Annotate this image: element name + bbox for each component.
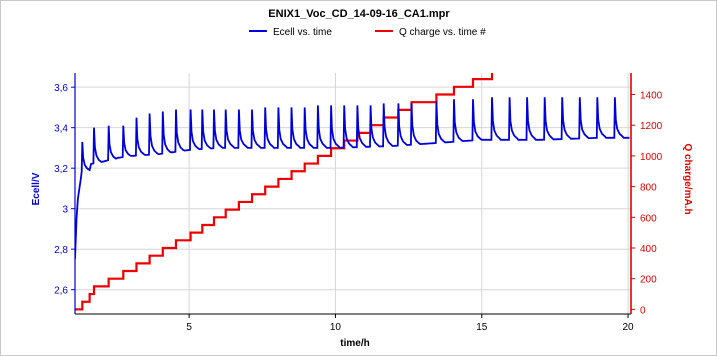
y2-tick-label: 800: [640, 183, 657, 194]
y2-tick-label: 0: [640, 305, 646, 316]
y2-tick-label: 600: [640, 213, 657, 224]
axes: 5 10 15 20 2,6 2,8 3 3,2 3,4 3,6 0 200 400 600 800 1000…: [54, 73, 663, 333]
y1-tick-label: 3: [62, 205, 68, 216]
y1-tick-label: 2,8: [54, 245, 68, 256]
chart-title: ENIX1_Voc_CD_14-09-16_CA1.mpr: [268, 8, 450, 20]
y2-tick-label: 1400: [640, 90, 663, 101]
legend-label-ecell: Ecell vs. time: [273, 27, 332, 38]
y1-axis-title: Ecell/V: [31, 172, 42, 205]
y1-tick-label: 3,4: [54, 124, 68, 135]
y2-tick-label: 400: [640, 244, 657, 255]
x-tick-label: 10: [330, 322, 342, 333]
y2-tick-label: 1000: [640, 152, 663, 163]
y1-tick-label: 3,2: [54, 164, 68, 175]
x-tick-label: 20: [623, 322, 635, 333]
y1-tick-label: 3,6: [54, 83, 68, 94]
x-tick-label: 15: [476, 322, 488, 333]
y1-tick-label: 2,6: [54, 286, 68, 297]
series-ecell-line: [75, 97, 630, 260]
x-tick-label: 5: [186, 322, 192, 333]
y2-tick-label: 1200: [640, 121, 663, 132]
legend-label-qcharge: Q charge vs. time #: [399, 27, 486, 38]
series-q-charge-line: [75, 73, 494, 311]
plot-area: [75, 73, 630, 311]
legend: Ecell vs. time Q charge vs. time #: [249, 27, 486, 38]
y2-tick-label: 200: [640, 275, 657, 286]
x-axis-title: time/h: [340, 338, 369, 349]
grid: [75, 73, 631, 314]
y2-axis-title: Q charge/mA.h: [682, 143, 693, 214]
